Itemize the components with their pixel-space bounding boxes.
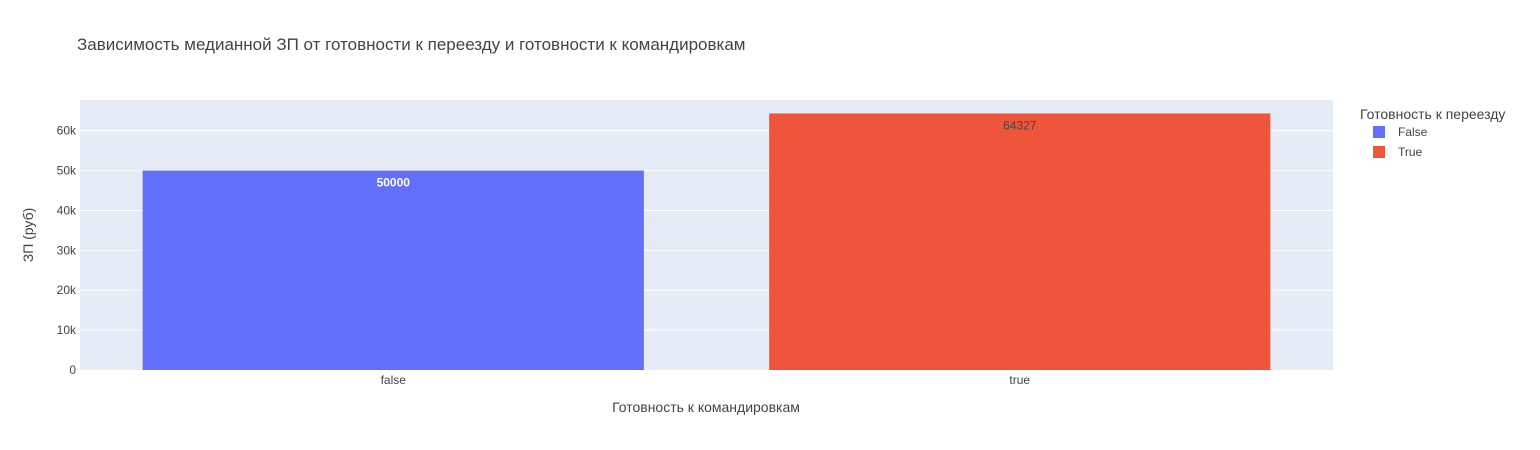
y-tick-label: 0 — [69, 363, 76, 377]
x-axis-title: Готовность к командировкам — [612, 399, 800, 415]
y-tick-label: 50k — [57, 164, 77, 178]
chart-title: Зависимость медианной ЗП от готовности к… — [77, 35, 746, 54]
x-tick-label: true — [1009, 373, 1030, 387]
legend-label: True — [1398, 145, 1423, 159]
legend-swatch — [1373, 126, 1385, 138]
bar-value-label: 50000 — [377, 176, 411, 190]
legend-label: False — [1398, 125, 1428, 139]
x-axis-ticks: false true — [381, 373, 1031, 387]
legend-item-false[interactable]: False — [1373, 125, 1428, 139]
legend-swatch — [1373, 146, 1385, 158]
legend: Готовность к переезду False True — [1360, 106, 1505, 159]
y-tick-label: 30k — [57, 243, 77, 257]
legend-item-true[interactable]: True — [1373, 145, 1423, 159]
bars — [142, 113, 1271, 370]
y-axis-ticks: 0 10k 20k 30k 40k 50k 60k — [57, 124, 77, 377]
y-tick-label: 60k — [57, 124, 77, 138]
bar-false[interactable] — [142, 170, 644, 370]
y-tick-label: 10k — [57, 323, 77, 337]
bar-labels: 50000 64327 — [377, 118, 1037, 189]
y-tick-label: 20k — [57, 283, 77, 297]
y-tick-label: 40k — [57, 203, 77, 217]
x-tick-label: false — [381, 373, 407, 387]
y-axis-title: ЗП (руб) — [20, 208, 36, 263]
bar-value-label: 64327 — [1003, 118, 1037, 132]
legend-items: False True — [1373, 125, 1428, 159]
legend-title: Готовность к переезду — [1360, 106, 1505, 122]
bar-true[interactable] — [769, 113, 1271, 370]
